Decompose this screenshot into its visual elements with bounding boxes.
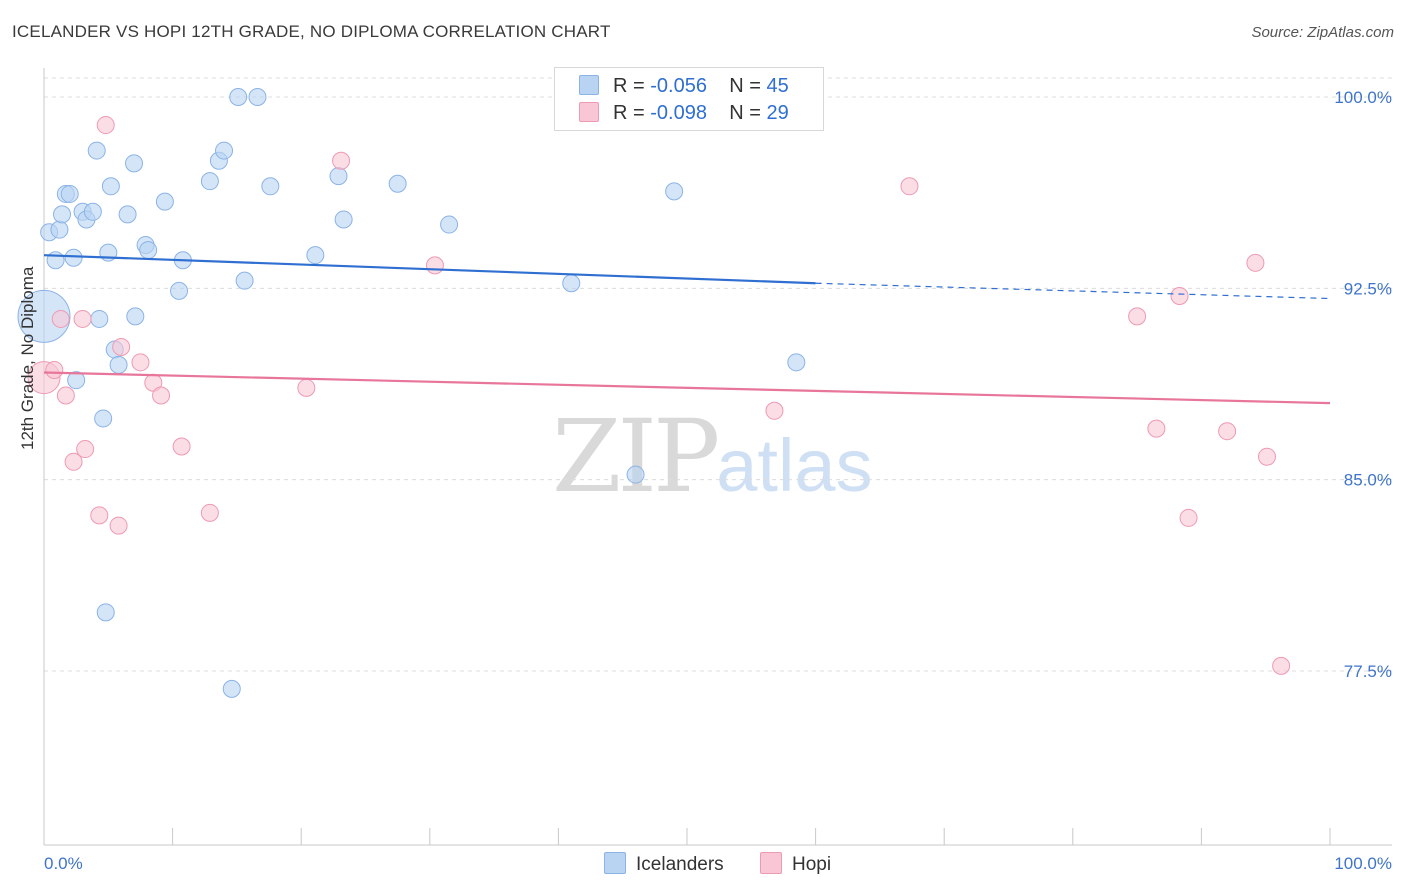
point-icelander xyxy=(306,246,325,265)
point-hopi xyxy=(152,386,171,405)
point-icelander xyxy=(67,371,86,390)
legend-row-hopi: R = -0.098 N = 29 xyxy=(579,102,789,125)
source-label: Source: ZipAtlas.com xyxy=(1251,24,1394,41)
point-hopi xyxy=(1128,307,1147,326)
bottom-legend-label-icelanders: Icelanders xyxy=(636,854,724,875)
point-icelander xyxy=(94,409,113,428)
point-hopi xyxy=(900,177,919,196)
point-icelander xyxy=(139,241,158,260)
point-icelander xyxy=(440,215,459,234)
data-points xyxy=(17,88,1291,698)
point-icelander xyxy=(261,177,280,196)
point-icelander xyxy=(87,141,106,160)
point-icelander xyxy=(17,289,71,343)
point-hopi xyxy=(172,437,191,456)
y-tick-label: 85.0% xyxy=(1344,471,1392,490)
point-icelander xyxy=(60,184,79,203)
grid-lines xyxy=(44,77,1392,672)
trend-lines xyxy=(43,254,1331,405)
point-icelander xyxy=(222,679,241,698)
point-icelander xyxy=(83,202,102,221)
watermark: ZIPatlas xyxy=(552,398,873,515)
n-value-icelanders: 45 xyxy=(766,75,789,97)
point-icelander xyxy=(562,274,581,293)
point-hopi xyxy=(45,360,64,379)
y-tick-label: 77.5% xyxy=(1344,662,1392,681)
correlation-legend: R = -0.056 N = 45 R = -0.098 N = 29 xyxy=(554,67,824,131)
tick-labels: 77.5% 85.0% 92.5% 100.0% 0.0% 100.0% xyxy=(44,88,1392,873)
point-icelander xyxy=(125,154,144,173)
point-hopi xyxy=(131,353,150,372)
point-icelander xyxy=(118,205,137,224)
legend-swatch-pink xyxy=(579,102,599,122)
trend-line-hopi xyxy=(43,371,1331,405)
point-icelander xyxy=(248,88,267,106)
point-hopi xyxy=(51,309,70,328)
point-hopi xyxy=(425,256,444,275)
point-hopi xyxy=(765,401,784,420)
x-tick-label-max: 100.0% xyxy=(1334,854,1392,873)
point-hopi xyxy=(1246,253,1265,272)
point-hopi xyxy=(73,309,92,328)
point-hopi xyxy=(1147,419,1166,438)
bottom-legend-label-hopi: Hopi xyxy=(792,854,832,875)
y-axis-label: 12th Grade, No Diploma xyxy=(18,266,37,450)
point-icelander xyxy=(170,281,189,300)
point-hopi xyxy=(90,506,109,525)
trend-line-icelanders-extension xyxy=(815,282,1331,300)
point-hopi xyxy=(1179,508,1198,527)
point-hopi xyxy=(96,116,115,135)
point-icelander xyxy=(215,141,234,160)
point-hopi xyxy=(109,516,128,535)
point-icelander xyxy=(334,210,353,229)
point-hopi xyxy=(1218,422,1237,441)
trend-line-icelanders xyxy=(43,254,816,285)
legend-row-icelanders: R = -0.056 N = 45 xyxy=(579,75,789,98)
point-icelander xyxy=(90,309,109,328)
n-value-hopi: 29 xyxy=(766,102,789,124)
point-hopi xyxy=(1257,447,1276,466)
point-icelander xyxy=(101,177,120,196)
x-tick-label-min: 0.0% xyxy=(44,854,83,873)
point-icelander xyxy=(665,182,684,201)
point-icelander xyxy=(126,307,145,326)
point-icelander xyxy=(109,355,128,374)
bottom-legend-swatch-blue xyxy=(604,852,626,874)
point-icelander xyxy=(388,174,407,193)
point-hopi xyxy=(200,503,219,522)
chart-title: ICELANDER VS HOPI 12TH GRADE, NO DIPLOMA… xyxy=(12,22,611,41)
point-icelander xyxy=(155,192,174,211)
point-icelander xyxy=(235,271,254,290)
bottom-legend-icelanders: Icelanders xyxy=(604,852,724,876)
point-icelander xyxy=(329,167,348,186)
point-icelander xyxy=(200,172,219,191)
point-icelander xyxy=(787,353,806,372)
point-icelander xyxy=(53,205,72,224)
r-value-hopi: -0.098 xyxy=(650,102,707,124)
point-hopi xyxy=(112,338,131,357)
point-icelander xyxy=(64,248,83,267)
point-hopi xyxy=(76,440,95,459)
bottom-legend-swatch-pink xyxy=(760,852,782,874)
bottom-legend-hopi: Hopi xyxy=(760,852,831,876)
point-icelander xyxy=(50,220,69,239)
point-icelander xyxy=(96,603,115,622)
y-tick-label: 100.0% xyxy=(1334,88,1392,107)
point-hopi xyxy=(1272,656,1291,675)
legend-swatch-blue xyxy=(579,75,599,95)
y-tick-label: 92.5% xyxy=(1344,279,1392,298)
point-hopi xyxy=(56,386,75,405)
r-value-icelanders: -0.056 xyxy=(650,75,707,97)
point-hopi xyxy=(64,452,83,471)
axes xyxy=(43,68,1392,846)
point-hopi xyxy=(297,378,316,397)
point-hopi xyxy=(332,151,351,170)
point-icelander xyxy=(626,465,645,484)
point-hopi xyxy=(1170,286,1189,305)
point-icelander xyxy=(229,88,248,106)
